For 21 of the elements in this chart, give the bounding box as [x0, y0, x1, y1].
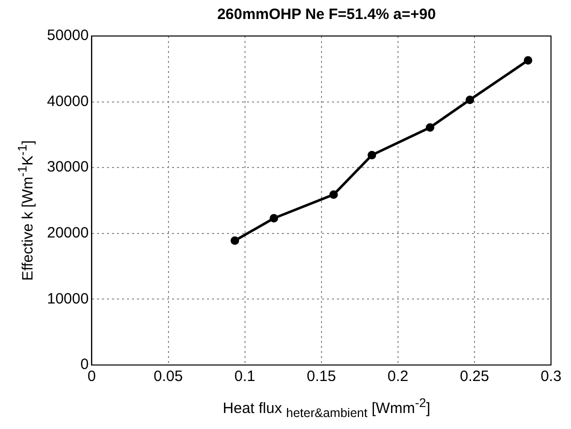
x-tick-label: 0.25 [460, 368, 490, 386]
point [230, 236, 240, 245]
y-tick-label: 10000 [46, 290, 89, 308]
x-tick-label: 0.1 [234, 368, 256, 386]
point [466, 96, 474, 104]
point [524, 56, 532, 65]
y-tick-label: 50000 [46, 27, 89, 44]
point [368, 150, 376, 160]
x-tick-label: 0.3 [540, 368, 562, 386]
point [270, 214, 278, 223]
y-tick-label: 20000 [46, 224, 89, 242]
point [329, 190, 338, 199]
x-tick-label: 0.05 [154, 368, 183, 386]
x-tick-label: 0.15 [306, 368, 336, 386]
point [426, 123, 434, 132]
y-tick-label: 30000 [46, 158, 89, 176]
chart-title: 260mmOHP Ne F=51.4% a=+90 [216, 6, 437, 23]
y-tick-label: 0 [80, 356, 89, 374]
y-tick-label: 40000 [46, 92, 89, 110]
x-tick-label: 0.2 [387, 368, 408, 386]
x-axis-title: Heat flux $_{heter&ambient}$ [Wmm$^{-2}$] [222, 396, 432, 420]
